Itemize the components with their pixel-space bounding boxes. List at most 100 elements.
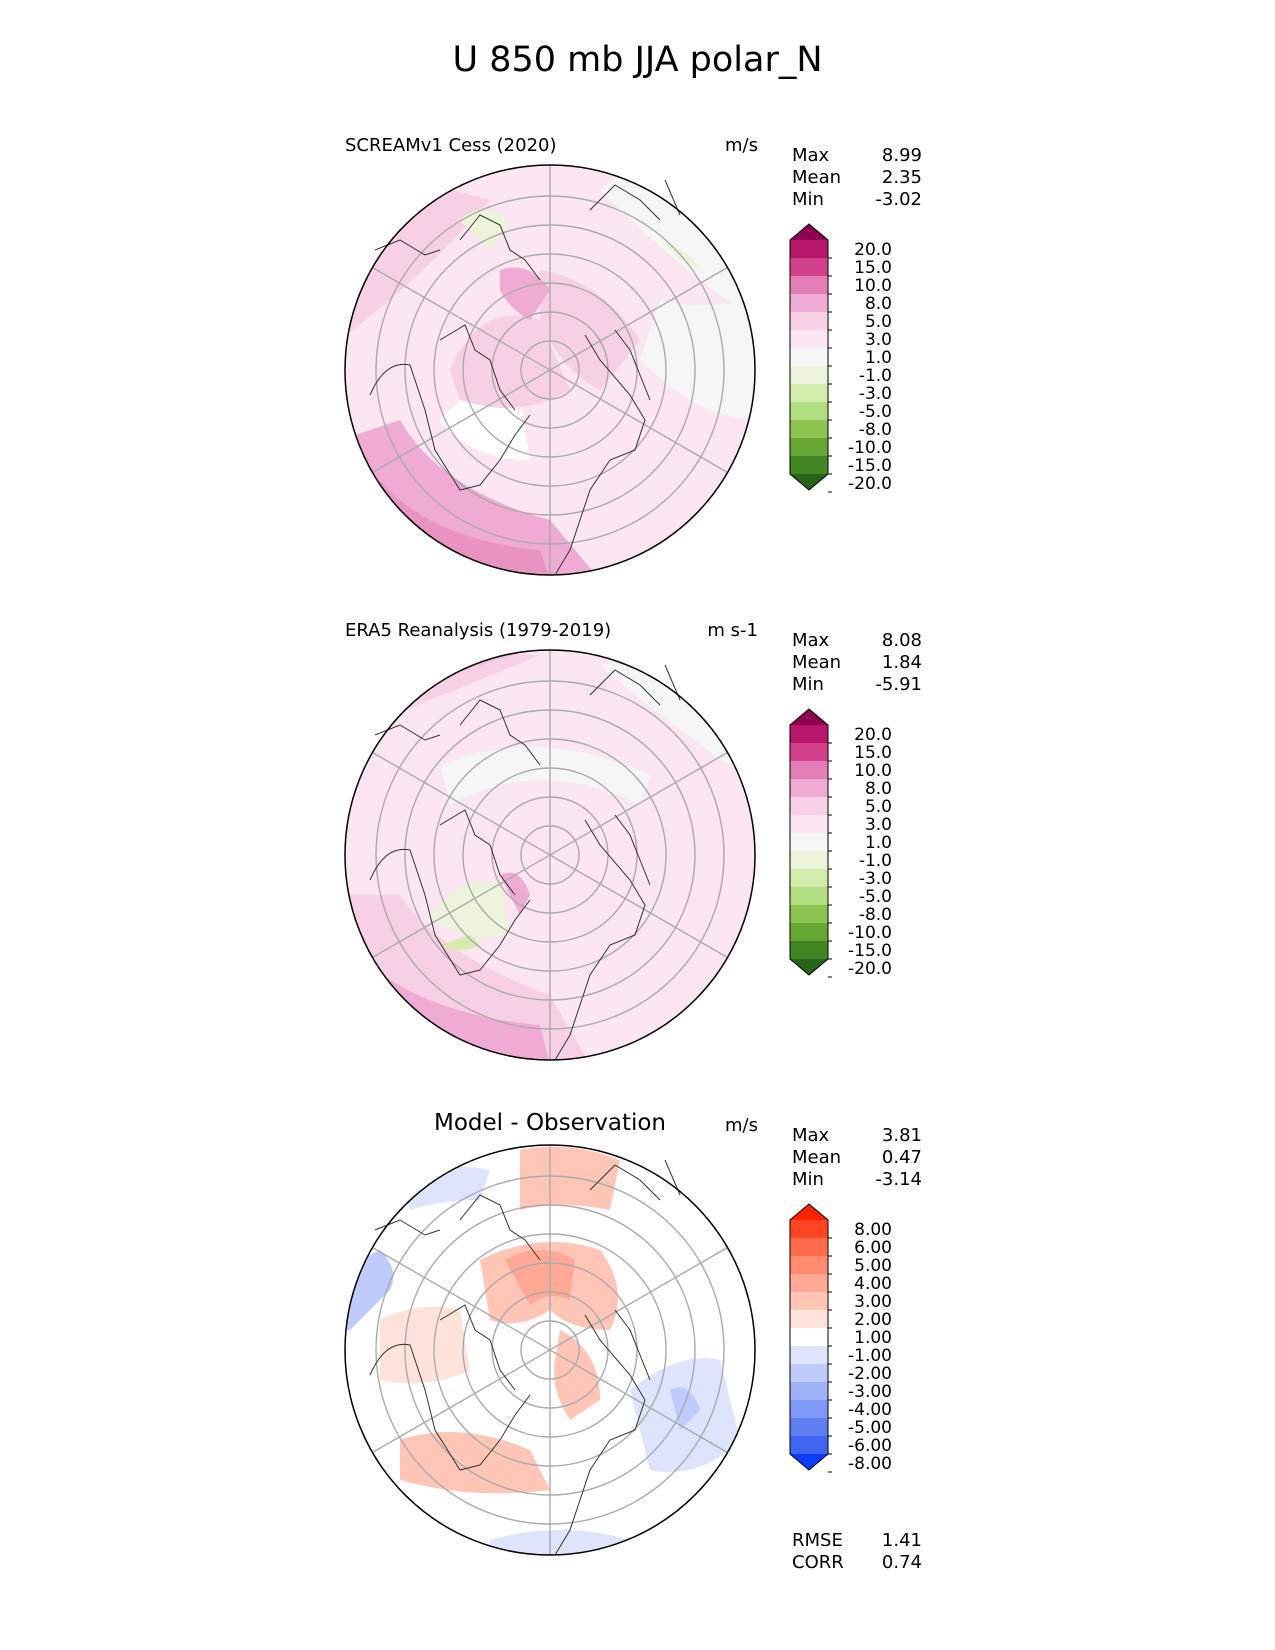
- colorbar-segment: [790, 1400, 828, 1419]
- colorbar-tick-label: -5.00: [848, 1418, 892, 1438]
- colorbar-segment: [790, 725, 828, 744]
- figure-title: U 850 mb JJA polar_N: [452, 40, 823, 80]
- colorbar-segment: [790, 402, 828, 421]
- colorbar-tick-label: -1.0: [859, 366, 892, 386]
- colorbar-tick-label: 5.0: [865, 797, 892, 817]
- colorbar-tick-label: -15.0: [848, 941, 892, 961]
- colorbar-tick-label: 1.0: [865, 348, 892, 368]
- colorbar-segment: [790, 1436, 828, 1455]
- stat-min: Min -5.91: [792, 674, 922, 695]
- stat-rmse: RMSE 1.41: [792, 1530, 922, 1551]
- colorbar-segment: [790, 1364, 828, 1383]
- colorbar-extend-bottom: [790, 959, 828, 975]
- colorbar-segment: [790, 1292, 828, 1311]
- colorbar: 20.015.010.08.05.03.01.0-1.0-3.0-5.0-8.0…: [789, 708, 892, 979]
- colorbar-segment: [790, 420, 828, 439]
- polar-map: [344, 1144, 756, 1556]
- colorbar-tick-label: 10.0: [854, 761, 892, 781]
- colorbar-segment: [790, 797, 828, 816]
- colorbar: 20.015.010.08.05.03.01.0-1.0-3.0-5.0-8.0…: [789, 223, 892, 494]
- colorbar-tick-label: -3.0: [859, 384, 892, 404]
- colorbar-segment: [790, 366, 828, 385]
- colorbar-tick-label: 2.00: [854, 1310, 892, 1330]
- colorbar-tick-label: 15.0: [854, 258, 892, 278]
- panel-obs: ERA5 Reanalysis (1979-2019) m s-1 Max 8.0…: [0, 0, 1275, 1061]
- colorbar-segment: [790, 1238, 828, 1257]
- polar-map: [344, 649, 756, 1061]
- colorbar-segment: [790, 851, 828, 870]
- colorbar-segment: [790, 941, 828, 960]
- colorbar-segment: [790, 1310, 828, 1329]
- colorbar-tick-label: 20.0: [854, 240, 892, 260]
- colorbar-segment: [790, 456, 828, 475]
- stat-corr: CORR 0.74: [792, 1552, 922, 1573]
- polar-map: [344, 164, 756, 576]
- colorbar-tick-label: 5.0: [865, 312, 892, 332]
- colorbar-tick-label: 10.0: [854, 276, 892, 296]
- colorbar-segment: [790, 312, 828, 331]
- colorbar-segment: [790, 1220, 828, 1239]
- colorbar-tick-label: 5.00: [854, 1256, 892, 1276]
- colorbar-tick-label: 1.0: [865, 833, 892, 853]
- colorbar-segment: [790, 1256, 828, 1275]
- colorbar-tick-label: 8.0: [865, 779, 892, 799]
- bottom-stats: RMSE 1.41 CORR 0.74: [792, 1530, 922, 1574]
- colorbar-tick-label: -10.0: [848, 438, 892, 458]
- colorbar-segment: [790, 905, 828, 924]
- colorbar-segment: [790, 869, 828, 888]
- colorbar-segment: [790, 276, 828, 295]
- colorbar-segment: [790, 923, 828, 942]
- panel-units: m/s: [725, 135, 758, 156]
- colorbar-tick-label: -15.0: [848, 456, 892, 476]
- colorbar-tick-label: 1.00: [854, 1328, 892, 1348]
- colorbar-extend-bottom: [790, 474, 828, 490]
- colorbar-tick-label: -20.0: [848, 474, 892, 494]
- colorbar-segment: [790, 1346, 828, 1365]
- stat-mean: Mean 0.47: [792, 1147, 922, 1168]
- colorbar-segment: [790, 779, 828, 798]
- colorbar-tick-label: 15.0: [854, 743, 892, 763]
- colorbar-tick-label: -8.00: [848, 1454, 892, 1474]
- colorbar-segment: [790, 384, 828, 403]
- stats-block: Max 8.08 Mean 1.84 Min -5.91: [792, 630, 922, 696]
- colorbar: 8.006.005.004.003.002.001.00-1.00-2.00-3…: [789, 1203, 892, 1474]
- panel-units: m/s: [725, 1115, 758, 1136]
- colorbar-extend-top: [790, 709, 828, 725]
- colorbar-tick-label: 3.0: [865, 330, 892, 350]
- colorbar-tick-label: 3.0: [865, 815, 892, 835]
- colorbar-tick-label: -5.0: [859, 402, 892, 422]
- colorbar-tick-label: 3.00: [854, 1292, 892, 1312]
- stat-mean: Mean 1.84: [792, 652, 922, 673]
- panel-diff: Model - Observation m/s Max 3.81 Mean 0.47…: [0, 0, 1275, 1556]
- stats-block: Max 3.81 Mean 0.47 Min -3.14: [792, 1125, 922, 1191]
- colorbar-segment: [790, 348, 828, 367]
- stat-mean: Mean 2.35: [792, 167, 922, 188]
- colorbar-tick-label: -3.00: [848, 1382, 892, 1402]
- colorbar-segment: [790, 887, 828, 906]
- colorbar-tick-label: -1.00: [848, 1346, 892, 1366]
- colorbar-segment: [790, 438, 828, 457]
- colorbar-segment: [790, 1418, 828, 1437]
- panel-units: m s-1: [707, 620, 758, 641]
- colorbar-tick-label: -3.0: [859, 869, 892, 889]
- panel-title: SCREAMv1 Cess (2020): [345, 135, 557, 156]
- colorbar-tick-label: 4.00: [854, 1274, 892, 1294]
- stats-block: Max 8.99 Mean 2.35 Min -3.02: [792, 145, 922, 211]
- colorbar-tick-label: -5.0: [859, 887, 892, 907]
- colorbar-tick-label: -6.00: [848, 1436, 892, 1456]
- colorbar-segment: [790, 1274, 828, 1293]
- colorbar-segment: [790, 815, 828, 834]
- colorbar-tick-label: 20.0: [854, 725, 892, 745]
- stat-max: Max 3.81: [792, 1125, 922, 1146]
- colorbar-extend-bottom: [790, 1454, 828, 1470]
- colorbar-tick-label: -20.0: [848, 959, 892, 979]
- colorbar-tick-label: 8.0: [865, 294, 892, 314]
- colorbar-segment: [790, 743, 828, 762]
- panel-title: Model - Observation: [433, 1110, 667, 1136]
- panel-title: ERA5 Reanalysis (1979-2019): [345, 620, 612, 641]
- colorbar-tick-label: 6.00: [854, 1238, 892, 1258]
- colorbar-tick-label: -8.0: [859, 420, 892, 440]
- colorbar-segment: [790, 833, 828, 852]
- colorbar-segment: [790, 258, 828, 277]
- colorbar-segment: [790, 1328, 828, 1347]
